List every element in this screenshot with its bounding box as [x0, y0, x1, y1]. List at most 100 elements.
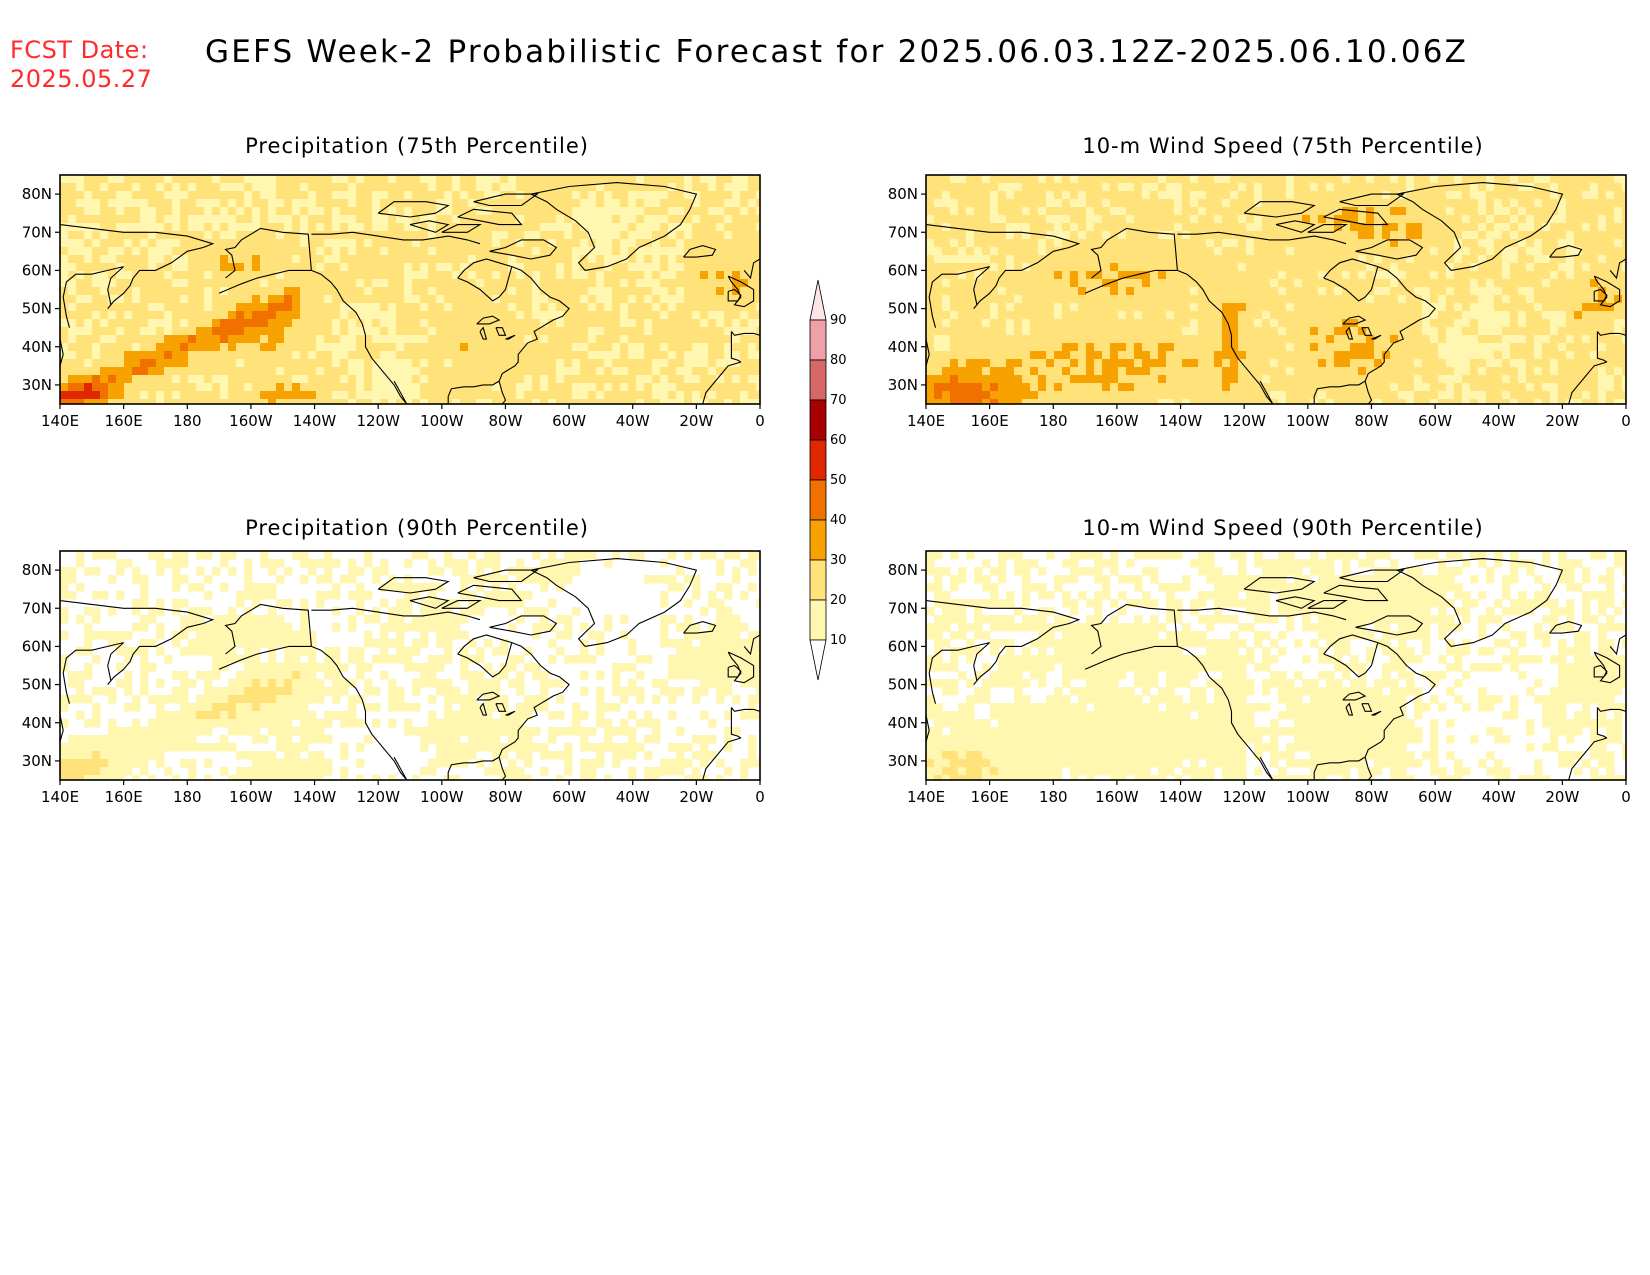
- field-cell: [1310, 183, 1319, 192]
- field-cell: [1022, 191, 1031, 200]
- field-cell: [228, 207, 237, 216]
- field-cell: [1462, 359, 1471, 368]
- field-cell: [1262, 247, 1271, 256]
- field-cell: [668, 231, 677, 240]
- field-cell: [324, 311, 333, 320]
- field-cell: [1166, 183, 1175, 192]
- field-cell: [1038, 343, 1047, 352]
- field-cell: [958, 335, 967, 344]
- field-cell: [316, 399, 325, 404]
- field-cell: [572, 399, 581, 404]
- field-cell: [1390, 367, 1399, 376]
- field-cell: [596, 207, 605, 216]
- field-cell: [708, 295, 717, 304]
- field-cell: [1526, 359, 1535, 368]
- field-cell: [1534, 327, 1543, 336]
- field-cell: [492, 327, 501, 336]
- field-cell: [1590, 247, 1599, 256]
- field-cell: [990, 183, 999, 192]
- field-cell: [1366, 303, 1375, 312]
- field-cell: [1582, 215, 1591, 224]
- field-cell: [1550, 367, 1559, 376]
- field-cell: [620, 231, 629, 240]
- field-cell: [68, 319, 77, 328]
- field-cell: [132, 383, 141, 392]
- field-cell: [516, 183, 525, 192]
- field-cell: [1590, 271, 1599, 280]
- field-cell: [244, 191, 253, 200]
- field-cell: [740, 279, 749, 288]
- field-cell: [1606, 215, 1615, 224]
- field-cell: [716, 295, 725, 304]
- field-cell: [596, 215, 605, 224]
- field-cell: [1334, 367, 1343, 376]
- field-cell: [1454, 295, 1463, 304]
- field-cell: [540, 319, 549, 328]
- field-cell: [1462, 327, 1471, 336]
- field-cell: [436, 367, 445, 376]
- field-cell: [1158, 247, 1167, 256]
- field-cell: [1110, 359, 1119, 368]
- field-cell: [1006, 271, 1015, 280]
- field-cell: [364, 231, 373, 240]
- field-cell: [652, 239, 661, 248]
- field-cell: [926, 319, 935, 328]
- field-cell: [1446, 239, 1455, 248]
- field-cell: [1590, 215, 1599, 224]
- field-cell: [732, 223, 741, 232]
- field-cell: [1086, 343, 1095, 352]
- field-cell: [316, 335, 325, 344]
- field-cell: [1294, 287, 1303, 296]
- field-cell: [396, 207, 405, 216]
- field-cell: [1550, 223, 1559, 232]
- field-cell: [1214, 247, 1223, 256]
- field-cell: [636, 175, 645, 184]
- field-cell: [692, 319, 701, 328]
- field-cell: [1294, 215, 1303, 224]
- field-cell: [660, 327, 669, 336]
- field-cell: [436, 351, 445, 360]
- field-cell: [1502, 199, 1511, 208]
- map-frame: [59, 174, 761, 405]
- field-cell: [1326, 279, 1335, 288]
- field-cell: [404, 247, 413, 256]
- field-cell: [492, 351, 501, 360]
- field-cell: [140, 207, 149, 216]
- field-cell: [412, 199, 421, 208]
- field-cell: [68, 215, 77, 224]
- field-cell: [468, 303, 477, 312]
- field-cell: [356, 183, 365, 192]
- field-cell: [1598, 279, 1607, 288]
- field-cell: [356, 287, 365, 296]
- field-cell: [1398, 303, 1407, 312]
- field-cell: [708, 271, 717, 280]
- field-cell: [716, 391, 725, 400]
- field-cell: [1382, 199, 1391, 208]
- field-cell: [958, 375, 967, 384]
- field-cell: [580, 295, 589, 304]
- field-cell: [404, 319, 413, 328]
- field-cell: [60, 199, 69, 208]
- field-cell: [348, 231, 357, 240]
- field-cell: [1254, 327, 1263, 336]
- field-cell: [934, 367, 943, 376]
- field-cell: [1190, 303, 1199, 312]
- field-cell: [428, 231, 437, 240]
- field-cell: [604, 279, 613, 288]
- field-cell: [388, 287, 397, 296]
- field-cell: [372, 223, 381, 232]
- field-cell: [756, 375, 760, 384]
- field-cell: [228, 287, 237, 296]
- field-cell: [966, 263, 975, 272]
- field-cell: [532, 375, 541, 384]
- field-cell: [284, 335, 293, 344]
- field-cell: [492, 367, 501, 376]
- field-cell: [1350, 335, 1359, 344]
- field-cell: [1390, 175, 1399, 184]
- field-cell: [364, 327, 373, 336]
- field-cell: [260, 183, 269, 192]
- field-cell: [1310, 231, 1319, 240]
- field-cell: [950, 351, 959, 360]
- field-cell: [580, 191, 589, 200]
- field-cell: [628, 231, 637, 240]
